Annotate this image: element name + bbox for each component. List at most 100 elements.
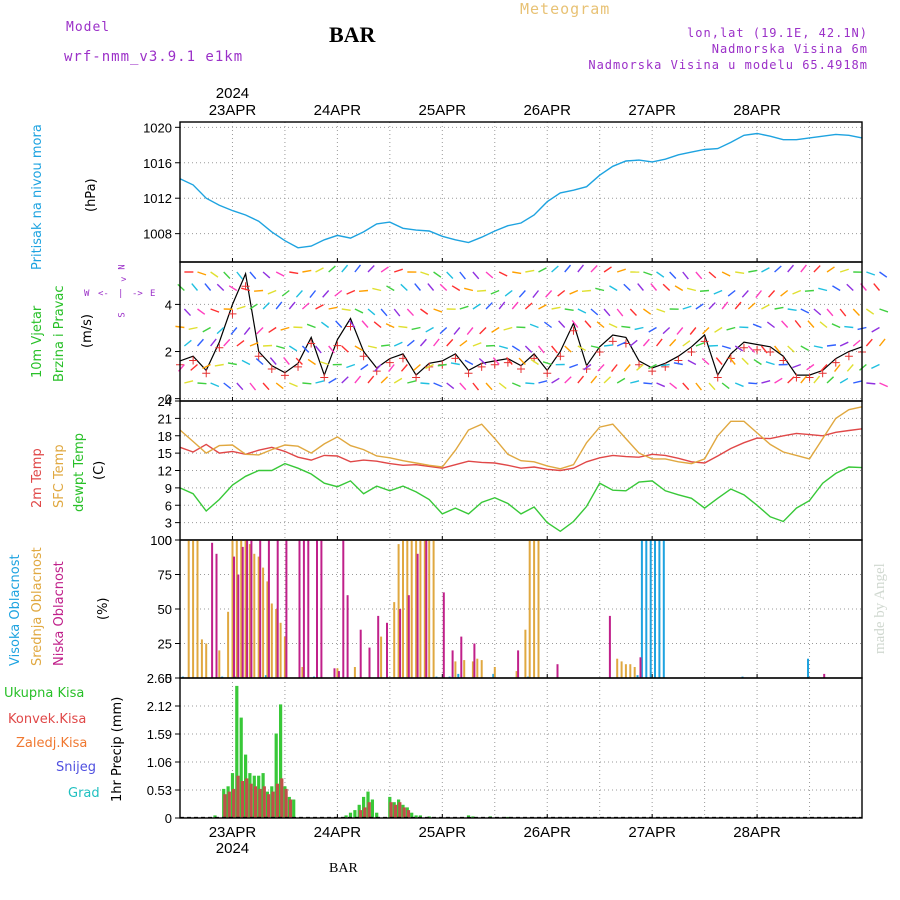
wind-arrow [603,266,612,273]
wind-arrow [682,305,692,310]
wind-arrow [695,382,703,391]
bar-precip_total [370,799,374,818]
wind-arrow [713,289,723,295]
wind-arrow [637,283,644,291]
wind-arrow [538,380,548,384]
wind-arrow [682,271,689,280]
bar-precip_total [414,815,418,818]
wind-arrow [629,308,637,317]
wind-arrow [280,326,290,331]
bar-precip_conv [245,778,249,818]
wind-arrow [202,326,211,333]
gust-marker [412,373,421,382]
bar-cloud_mid [410,540,413,678]
top-day-label: 28APR [733,102,781,119]
wind-arrow [873,283,881,291]
bar-precip_conv [288,799,293,818]
bar-cloud_high [649,540,652,678]
y-tick-label: 2.65 [147,671,172,686]
bar-cloud_high [221,676,224,678]
y-tick-label: 3 [165,516,172,531]
wind-arrow [385,323,395,329]
wind-arrow [492,357,500,365]
bar-cloud_high [636,675,639,678]
gust-marker [477,362,486,371]
wind-arrow [288,345,298,352]
gust-marker [280,371,289,380]
wind-arrow [702,327,710,335]
bottom-year-label: 2024 [216,840,249,857]
bar-cloud_mid [432,540,435,678]
wind-arrow [669,338,677,347]
wind-arrow [833,364,841,372]
bar-cloud_low [211,542,214,678]
y-tick-label: 25 [158,637,172,652]
wind-arrow [648,363,657,370]
wind-arrow [459,340,468,347]
wind-arrow [256,327,264,335]
wind-arrow [525,269,535,273]
wind-arrow [734,301,742,310]
precip-conv-label: Konvek.Kisa [8,712,87,727]
compass-e: E [150,289,156,299]
wind-arrow [673,362,683,366]
bar-cloud_low [241,546,244,678]
wind-arrow [210,338,217,347]
y-tick-label: 6 [165,498,172,513]
wind-arrow [774,306,784,310]
wind-arrow [603,308,611,317]
bar-cloud_mid [218,650,221,678]
wind-arrow [341,376,349,384]
wind-arrow [498,382,507,390]
wind-arrow [267,289,277,295]
wind-arrow [590,345,600,349]
y-tick-label: 1.59 [147,727,172,742]
wind-arrow [374,364,382,372]
bar-cloud_high [640,540,643,678]
gust-marker [818,369,827,378]
wind-arrow [813,308,822,316]
model-label: Model [66,20,111,35]
wind-arrow [577,375,585,384]
wind-arrow [380,376,389,384]
wind-arrow [386,285,395,292]
wind-arrow [551,265,559,273]
wind-arrow [695,271,703,280]
wind-arrow [813,375,821,384]
wind-arrow [210,308,220,313]
wind-arrow [748,269,758,273]
wind-arrow [542,361,552,366]
bar-cloud_low [451,650,454,678]
bar-cloud_low [250,540,253,678]
panel-frame [179,677,863,819]
wind-arrow [879,308,889,313]
footer-station: BAR [329,861,358,876]
wind-arrow [656,271,665,278]
y-tick-label: 1008 [143,227,172,242]
bar-cloud_mid [454,661,457,678]
wind-arrow [262,382,270,391]
wind-arrow [184,380,194,384]
wind-arrow [341,345,349,353]
y-tick-label: 100 [150,533,172,548]
wind-arrow [846,364,854,372]
wind-arrow [472,303,481,310]
wind-arrow [787,376,795,384]
y-tick-label: 0 [165,671,172,686]
wind-arrow [302,382,312,385]
bar-cloud_mid [620,661,623,678]
gust-marker [307,339,316,348]
gust-marker [648,367,657,376]
wind-arrow [852,339,861,347]
wind-arrow [490,289,500,295]
gust-marker [661,362,670,371]
wind-arrow [346,289,356,295]
wind-arrow [747,345,756,353]
wind-arrow [669,382,678,390]
wind-arrow [236,340,245,347]
bottom-day-label: 24APR [314,824,362,841]
wind-arrow [839,268,849,273]
bar-cloud_mid [533,540,536,678]
bottom-day-label: 28APR [733,824,781,841]
wind-arrow [459,271,466,280]
